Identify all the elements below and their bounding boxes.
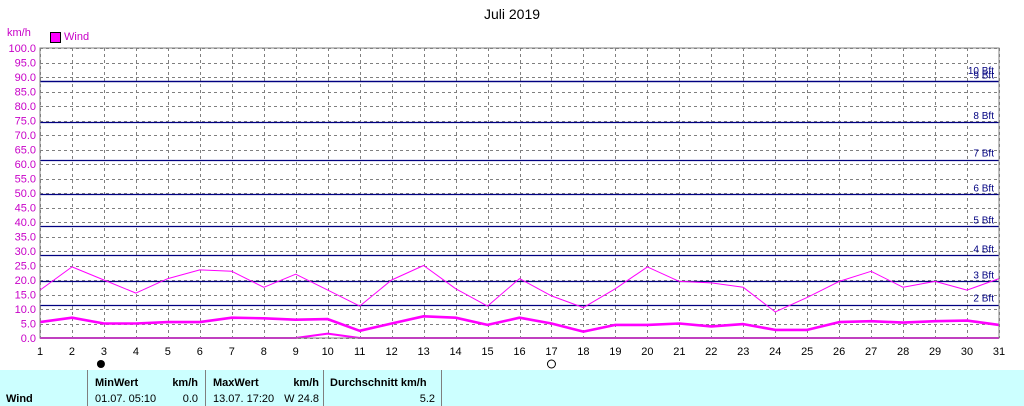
x-tick-label: 18 bbox=[577, 346, 589, 358]
plot-area bbox=[40, 48, 999, 338]
stats-panel: Wind MinWert km/h 01.07. 05:10 0.0 MaxWe… bbox=[0, 370, 1024, 406]
series-average-line bbox=[39, 314, 1000, 333]
avg-cell: Durchschnitt km/h 5.2 bbox=[323, 370, 442, 406]
x-tick-label: 10 bbox=[322, 346, 334, 358]
x-tick-label: 23 bbox=[737, 346, 749, 358]
y-axis-unit: km/h bbox=[7, 27, 31, 39]
max-cell: MaxWert km/h 13.07. 17:20 W 24.8 bbox=[205, 370, 324, 406]
y-tick-label: 25.0 bbox=[15, 261, 36, 273]
min-cell: MinWert km/h 01.07. 05:10 0.0 bbox=[87, 370, 206, 406]
chart-title: Juli 2019 bbox=[483, 6, 541, 22]
y-tick-label: 35.0 bbox=[15, 232, 36, 244]
x-tick-label: 5 bbox=[165, 346, 171, 358]
legend-label: Wind bbox=[64, 31, 90, 43]
x-tick-label: 15 bbox=[481, 346, 493, 358]
max-value: W 24.8 bbox=[284, 393, 319, 405]
y-tick-label: 90.0 bbox=[15, 72, 36, 84]
x-tick-label: 27 bbox=[865, 346, 877, 358]
y-tick-label: 80.0 bbox=[15, 101, 36, 113]
x-tick-label: 11 bbox=[354, 346, 365, 358]
x-tick-label: 26 bbox=[833, 346, 845, 358]
x-tick-label: 16 bbox=[513, 346, 525, 358]
beaufort-label: 6 Bft bbox=[973, 183, 994, 194]
x-tick-label: 28 bbox=[897, 346, 909, 358]
x-tick-label: 19 bbox=[609, 346, 621, 358]
x-tick-label: 4 bbox=[133, 346, 139, 358]
beaufort-label: 5 Bft bbox=[973, 215, 994, 226]
x-tick-label: 24 bbox=[769, 346, 781, 358]
beaufort-label: 4 Bft bbox=[973, 244, 994, 255]
max-datetime: 13.07. 17:20 bbox=[213, 393, 275, 405]
x-tick-label: 29 bbox=[929, 346, 941, 358]
beaufort-label: 7 Bft bbox=[973, 149, 994, 160]
x-tick-label: 1 bbox=[37, 346, 43, 358]
x-tick-label: 30 bbox=[961, 346, 973, 358]
x-tick-label: 25 bbox=[801, 346, 813, 358]
y-tick-label: 75.0 bbox=[15, 116, 36, 128]
y-tick-label: 15.0 bbox=[15, 290, 36, 302]
max-header: MaxWert bbox=[213, 377, 259, 389]
legend[interactable]: Wind bbox=[50, 31, 89, 43]
x-tick-label: 9 bbox=[293, 346, 299, 358]
x-tick-label: 21 bbox=[673, 346, 685, 358]
y-tick-label: 70.0 bbox=[15, 130, 36, 142]
y-tick-label: 95.0 bbox=[15, 58, 36, 70]
y-tick-label: 5.0 bbox=[21, 319, 36, 331]
y-tick-label: 50.0 bbox=[15, 188, 36, 200]
x-tick-label: 14 bbox=[449, 346, 461, 358]
x-tick-label: 3 bbox=[101, 346, 107, 358]
full-moon-icon bbox=[546, 359, 556, 369]
min-value: 0.0 bbox=[182, 393, 198, 405]
x-tick-label: 6 bbox=[197, 346, 203, 358]
x-tick-label: 20 bbox=[641, 346, 653, 358]
new-moon-icon bbox=[96, 360, 105, 368]
x-tick-label: 7 bbox=[229, 346, 235, 358]
y-tick-label: 60.0 bbox=[15, 159, 36, 171]
y-tick-label: 20.0 bbox=[15, 275, 36, 287]
series-max-line bbox=[39, 265, 1000, 313]
plot-border bbox=[39, 47, 1000, 339]
avg-value: 5.2 bbox=[419, 393, 435, 405]
beaufort-label: 8 Bft bbox=[973, 111, 994, 122]
x-tick-label: 13 bbox=[417, 346, 429, 358]
x-tick-label: 22 bbox=[705, 346, 717, 358]
stats-series-label: Wind bbox=[6, 393, 33, 405]
y-tick-label: 30.0 bbox=[15, 246, 36, 258]
y-tick-label: 40.0 bbox=[15, 217, 36, 229]
x-tick-label: 2 bbox=[69, 346, 75, 358]
y-tick-label: 65.0 bbox=[15, 145, 36, 157]
y-tick-label: 10.0 bbox=[15, 304, 36, 316]
legend-swatch bbox=[50, 31, 61, 43]
y-tick-label: 85.0 bbox=[15, 87, 36, 99]
x-tick-label: 8 bbox=[261, 346, 267, 358]
beaufort-label: 2 Bft bbox=[973, 294, 994, 305]
min-datetime: 01.07. 05:10 bbox=[95, 393, 157, 405]
x-tick-label: 31 bbox=[993, 346, 1005, 358]
y-tick-label: 45.0 bbox=[15, 203, 36, 215]
x-tick-label: 17 bbox=[545, 346, 557, 358]
y-tick-label: 0.0 bbox=[21, 333, 36, 345]
beaufort-label: 9 Bft bbox=[973, 70, 994, 81]
beaufort-label: 10 Bft bbox=[968, 66, 994, 77]
y-tick-label: 55.0 bbox=[15, 174, 36, 186]
x-tick-label: 12 bbox=[386, 346, 398, 358]
beaufort-label: 3 Bft bbox=[973, 270, 994, 281]
chart: 2 Bft 3 Bft 4 Bft 5 Bft 6 Bft 7 Bft 8 Bft 9 Bft… bbox=[8, 43, 1005, 369]
min-unit: km/h bbox=[172, 377, 198, 389]
avg-header: Durchschnitt km/h bbox=[330, 377, 427, 389]
max-unit: km/h bbox=[293, 377, 319, 389]
y-tick-label: 100.0 bbox=[8, 43, 36, 55]
min-header: MinWert bbox=[95, 377, 139, 389]
